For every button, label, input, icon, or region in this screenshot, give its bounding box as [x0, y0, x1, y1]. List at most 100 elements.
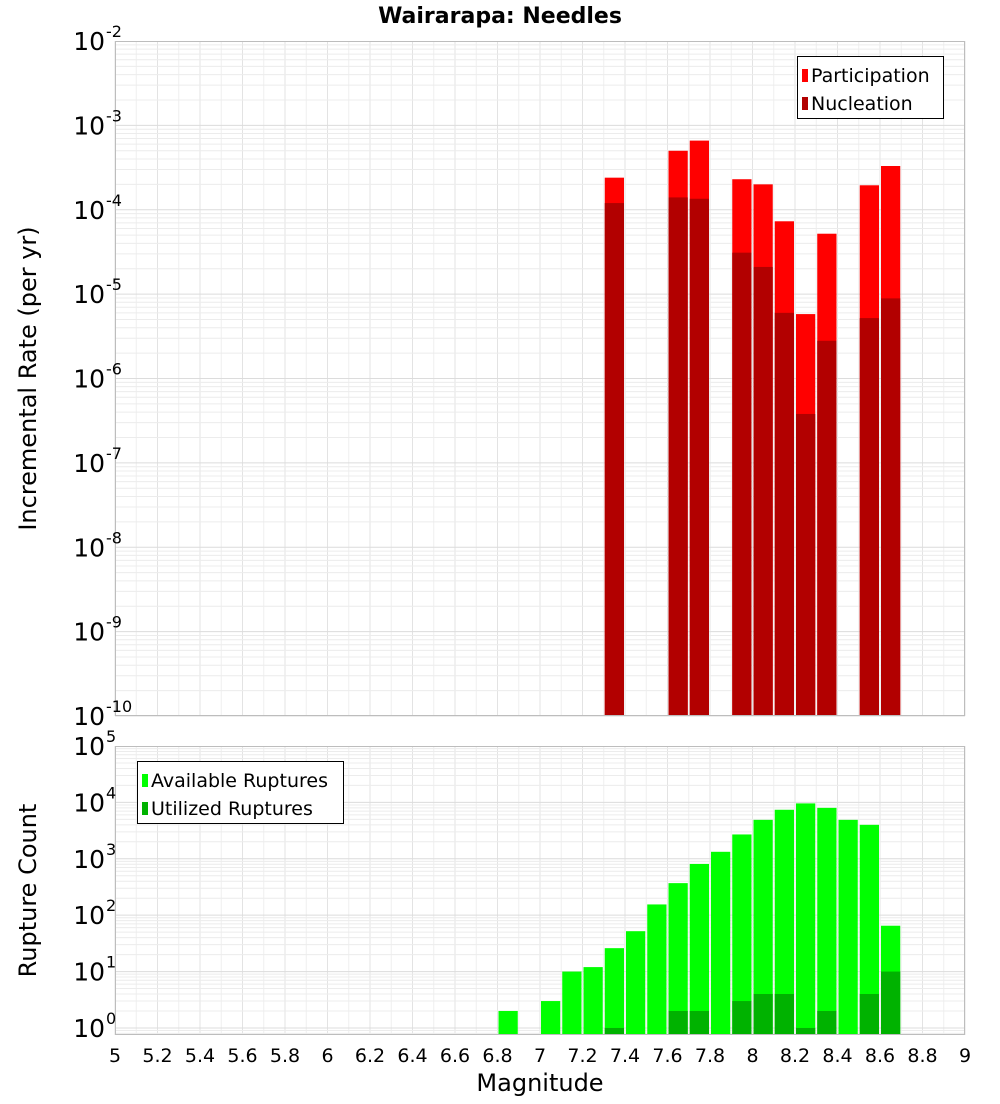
x-tick-label: 5.4 [185, 1045, 215, 1067]
legend-label: Nucleation [811, 93, 913, 115]
y-tick-label: 10 [73, 732, 105, 761]
x-tick-label: 6.4 [397, 1045, 427, 1067]
rate-panel-grid [114, 41, 966, 717]
bar-utilized-ruptures [817, 1010, 837, 1035]
x-tick-label: 7.6 [652, 1045, 682, 1067]
bar-available-ruptures [838, 819, 858, 1035]
y-tick-exponent: -8 [106, 528, 122, 547]
y-tick-exponent: -2 [106, 22, 122, 41]
bar-utilized-ruptures [774, 994, 794, 1035]
x-tick-label: 6 [321, 1045, 333, 1067]
bar-nucleation [859, 318, 879, 716]
y-tick-label: 10 [73, 111, 105, 140]
bar-utilized-ruptures [881, 971, 901, 1035]
bar-available-ruptures [689, 863, 709, 1035]
y-tick-exponent: -7 [106, 444, 122, 463]
y-tick-exponent: -4 [106, 191, 122, 210]
legend-label: Utilized Ruptures [151, 798, 313, 820]
y-tick-label: 10 [73, 901, 105, 930]
rate-panel-legend: Participation Nucleation [797, 56, 944, 119]
bar-available-ruptures [668, 883, 688, 1035]
count-panel-legend: Available Ruptures Utilized Ruptures [137, 761, 344, 824]
x-tick-label: 7.4 [610, 1045, 640, 1067]
legend-label: Participation [811, 65, 930, 87]
x-tick-label: 7 [534, 1045, 546, 1067]
bar-available-ruptures [732, 834, 752, 1035]
count-panel-ylabel: Rupture Count [14, 804, 42, 978]
y-tick-exponent: -10 [106, 697, 132, 716]
x-tick-label: 8.2 [780, 1045, 810, 1067]
bar-available-ruptures [859, 824, 879, 1035]
legend-swatch [142, 774, 148, 787]
legend-label: Available Ruptures [151, 770, 328, 792]
bar-available-ruptures [753, 819, 773, 1035]
bar-nucleation [732, 252, 752, 716]
y-tick-label: 10 [73, 845, 105, 874]
y-tick-label: 10 [73, 788, 105, 817]
bar-available-ruptures [647, 904, 667, 1035]
bar-nucleation [753, 266, 773, 716]
x-tick-label: 7.2 [567, 1045, 597, 1067]
y-tick-label: 10 [73, 196, 105, 225]
y-tick-exponent: 2 [106, 896, 116, 915]
legend-swatch [802, 97, 808, 110]
bar-available-ruptures [604, 948, 624, 1035]
x-tick-label: 6.6 [440, 1045, 470, 1067]
bar-available-ruptures [541, 1001, 561, 1035]
bar-utilized-ruptures [689, 1010, 709, 1035]
y-tick-exponent: 3 [106, 840, 116, 859]
bar-nucleation [774, 312, 794, 716]
series-available-ruptures [498, 803, 901, 1035]
bar-nucleation [668, 197, 688, 717]
y-tick-label: 10 [73, 618, 105, 647]
bar-nucleation [817, 340, 837, 716]
legend-swatch [142, 802, 148, 815]
bar-nucleation [689, 198, 709, 717]
bar-utilized-ruptures [796, 1027, 816, 1035]
bar-available-ruptures [817, 807, 837, 1035]
x-tick-label: 8.6 [865, 1045, 895, 1067]
rate-panel-ylabel: Incremental Rate (per yr) [14, 226, 42, 530]
bar-available-ruptures [711, 851, 731, 1035]
legend-box [797, 56, 944, 119]
y-tick-exponent: 0 [106, 1009, 116, 1028]
x-tick-label: 5.6 [227, 1045, 257, 1067]
y-tick-label: 10 [73, 1014, 105, 1043]
bar-nucleation [796, 413, 816, 716]
x-tick-label: 8.8 [907, 1045, 937, 1067]
y-tick-exponent: -5 [106, 275, 122, 294]
y-tick-label: 10 [73, 958, 105, 987]
bar-utilized-ruptures [859, 994, 879, 1035]
x-tick-label: 8.4 [822, 1045, 852, 1067]
y-tick-exponent: -3 [106, 106, 122, 125]
chart-title: Wairarapa: Needles [378, 4, 622, 29]
bar-available-ruptures [796, 803, 816, 1035]
bar-available-ruptures [583, 967, 603, 1035]
bar-utilized-ruptures [668, 1010, 688, 1035]
y-tick-label: 10 [73, 533, 105, 562]
bar-utilized-ruptures [604, 1027, 624, 1035]
series-utilized-ruptures [604, 971, 901, 1035]
rate-panel-frame [115, 41, 965, 716]
x-tick-label: 6.8 [482, 1045, 512, 1067]
bar-available-ruptures [626, 931, 646, 1035]
x-tick-label: 9 [959, 1045, 971, 1067]
x-tick-label: 8 [746, 1045, 758, 1067]
x-axis-label: Magnitude [476, 1069, 603, 1097]
bar-utilized-ruptures [753, 994, 773, 1035]
y-tick-label: 10 [73, 280, 105, 309]
y-tick-exponent: 5 [106, 727, 116, 746]
y-tick-exponent: -9 [106, 613, 122, 632]
x-tick-label: 7.8 [695, 1045, 725, 1067]
y-tick-exponent: 1 [106, 953, 116, 972]
bar-utilized-ruptures [732, 1001, 752, 1035]
y-tick-label: 10 [73, 365, 105, 394]
y-tick-label: 10 [73, 449, 105, 478]
y-tick-exponent: 4 [106, 783, 116, 802]
count-panel-frame [115, 746, 965, 1035]
bar-available-ruptures [498, 1010, 518, 1035]
x-tick-label: 6.2 [355, 1045, 385, 1067]
x-tick-label: 5.8 [270, 1045, 300, 1067]
